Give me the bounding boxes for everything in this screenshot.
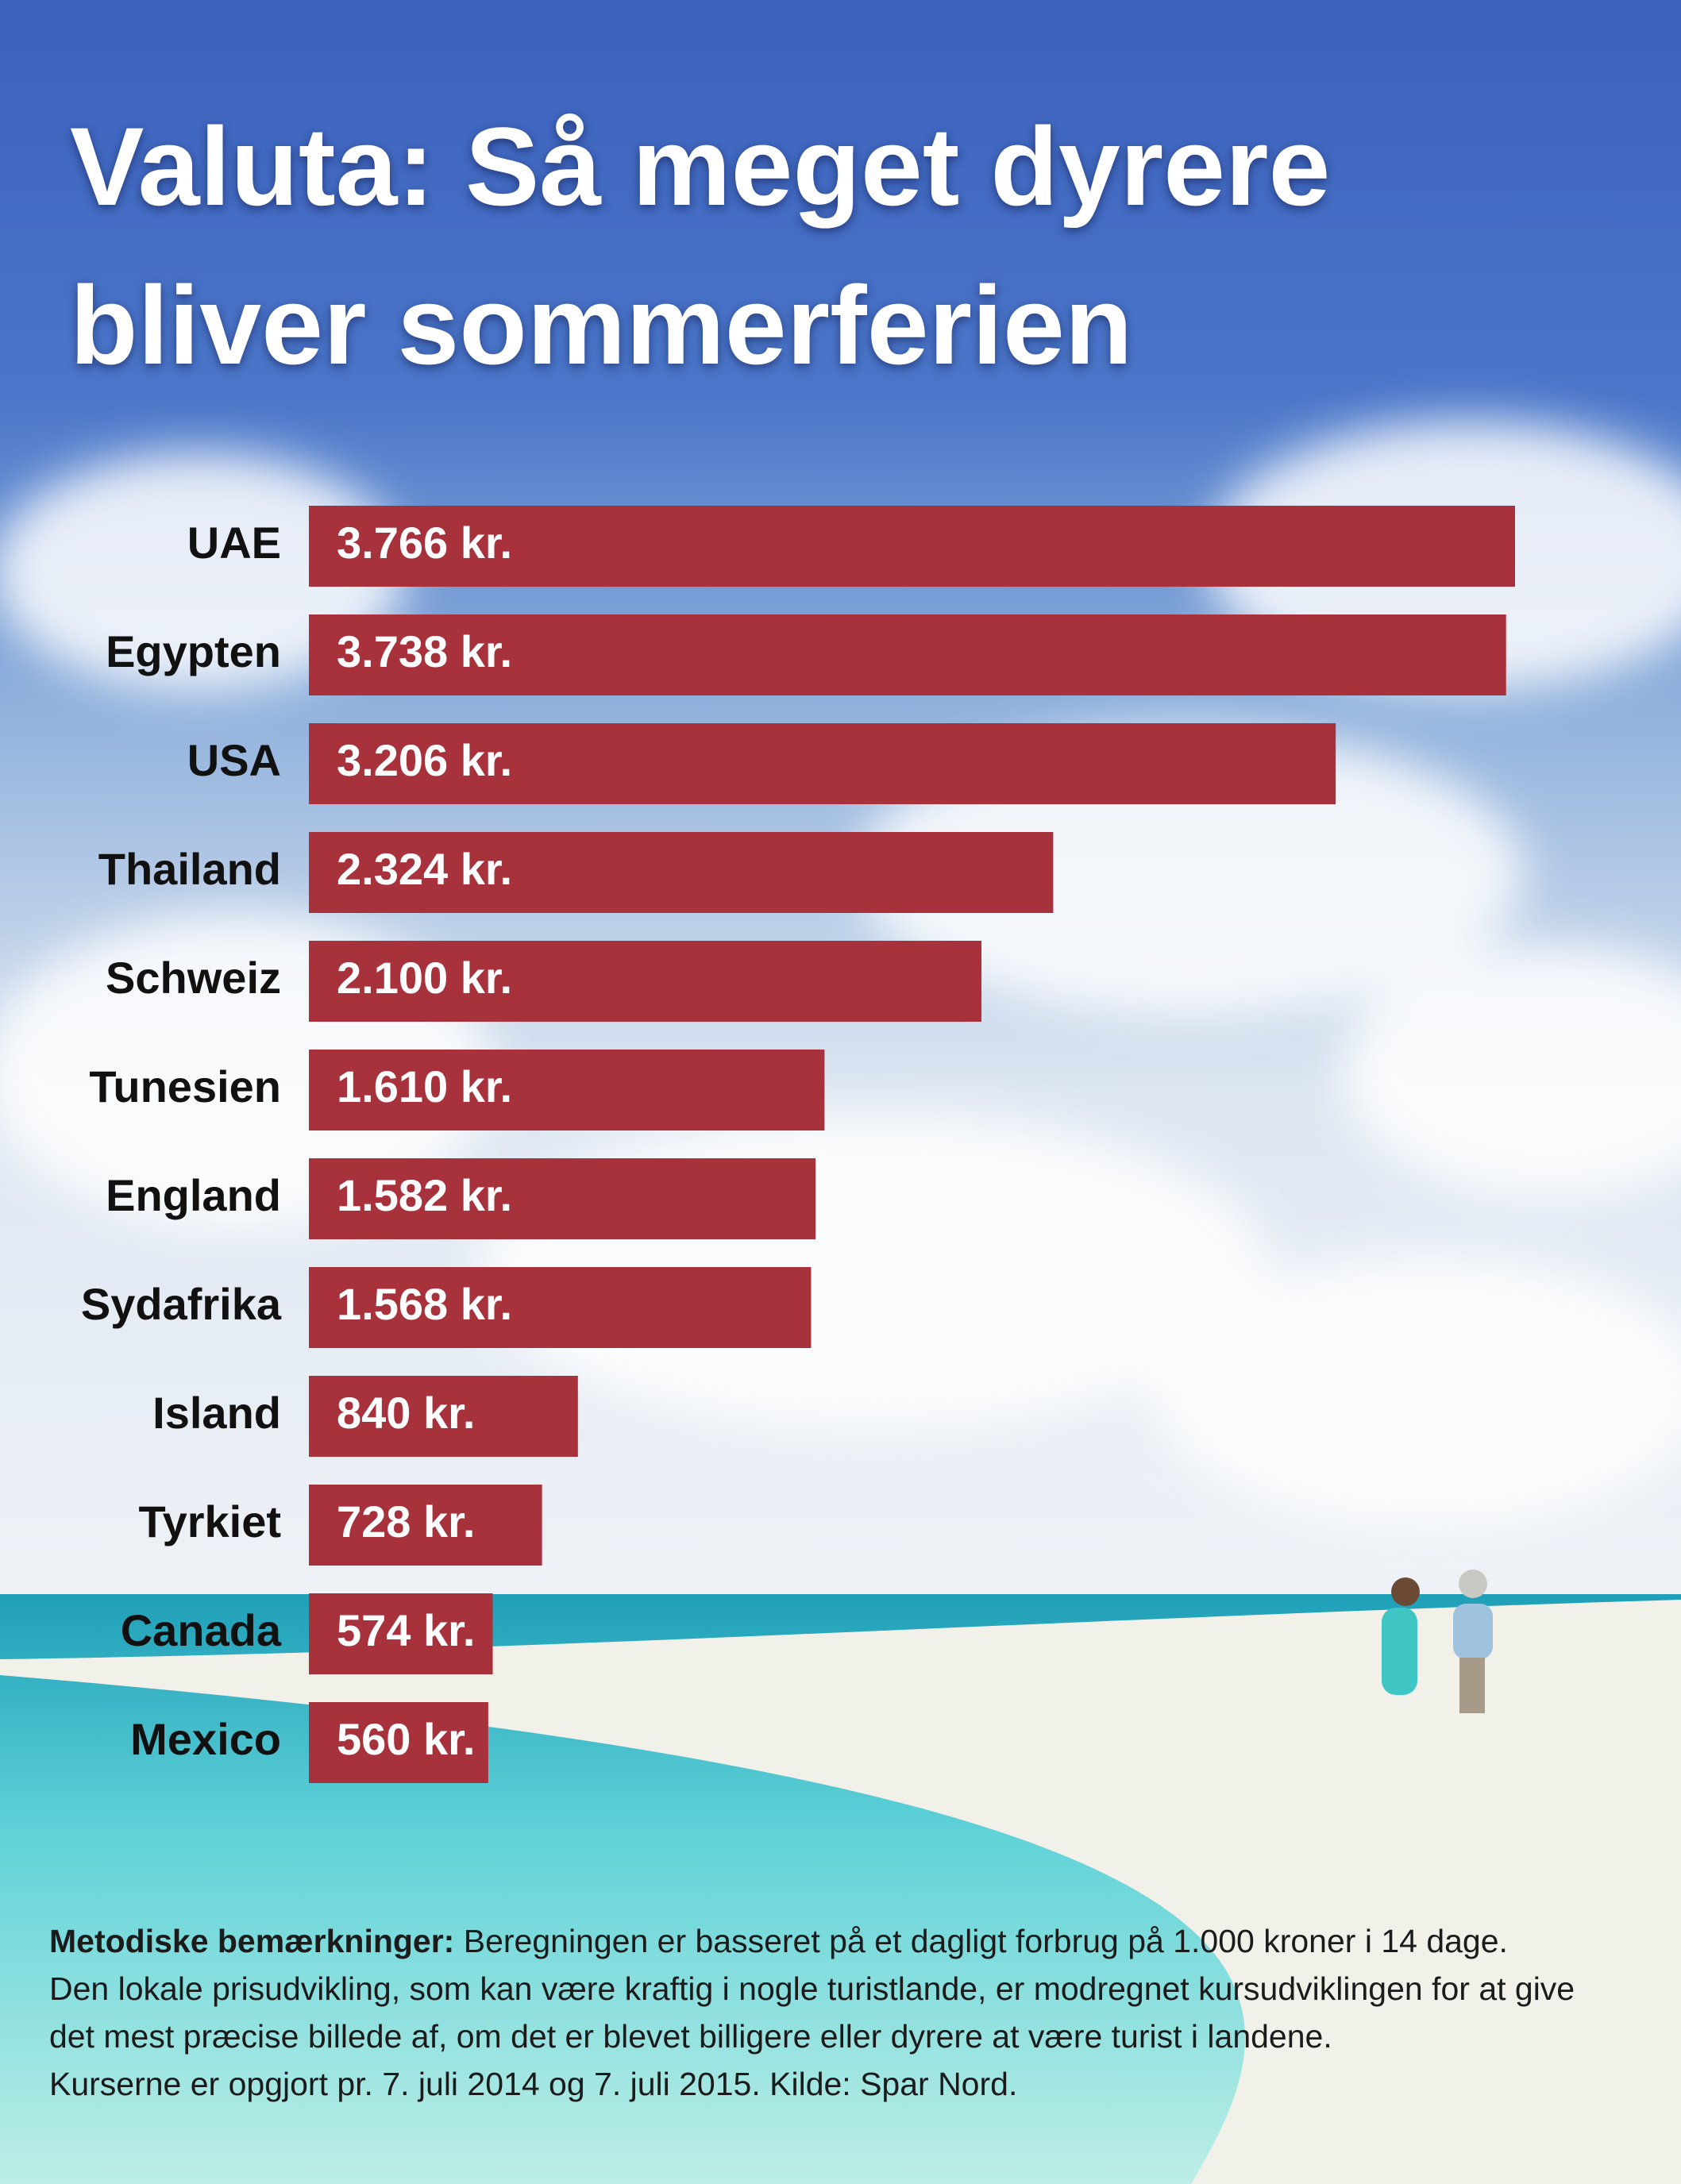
bar bbox=[309, 1593, 493, 1674]
bar bbox=[309, 1702, 488, 1783]
bar bbox=[309, 941, 982, 1022]
category-label: Tyrkiet bbox=[139, 1496, 281, 1547]
notes-line: Den lokale prisudvikling, som kan være k… bbox=[49, 1970, 1575, 2007]
value-label: 3.206 kr. bbox=[337, 735, 512, 785]
value-label: 1.582 kr. bbox=[337, 1170, 512, 1220]
category-label: Island bbox=[152, 1388, 281, 1438]
chart: UAE 3.766 kr. Egypten 3.738 kr. USA 3.206 kr.… bbox=[81, 506, 1515, 1783]
notes-label: Metodiske bemærkninger: bbox=[49, 1923, 455, 1959]
category-label: Canada bbox=[121, 1605, 282, 1655]
notes-line: Metodiske bemærkninger: Beregningen er b… bbox=[49, 1917, 1653, 1965]
bar bbox=[309, 506, 1515, 587]
category-label: Thailand bbox=[98, 844, 281, 894]
value-label: 3.766 kr. bbox=[337, 518, 512, 568]
value-label: 840 kr. bbox=[337, 1388, 475, 1438]
notes-line: det mest præcise billede af, om det er b… bbox=[49, 2018, 1332, 2055]
category-label: Tunesien bbox=[89, 1061, 281, 1111]
bar bbox=[309, 1485, 542, 1566]
bar bbox=[309, 614, 1506, 695]
notes-text: Beregningen er basseret på et dagligt fo… bbox=[454, 1923, 1508, 1959]
value-label: 728 kr. bbox=[337, 1496, 475, 1547]
value-label: 2.100 kr. bbox=[337, 953, 512, 1003]
category-label: UAE bbox=[187, 518, 281, 568]
value-label: 1.610 kr. bbox=[337, 1061, 512, 1111]
category-label: USA bbox=[187, 735, 281, 785]
bar bbox=[309, 1158, 816, 1239]
bar bbox=[309, 832, 1054, 913]
notes: Metodiske bemærkninger: Beregningen er b… bbox=[49, 1917, 1653, 2108]
value-label: 3.738 kr. bbox=[337, 626, 512, 676]
chart-title: Valuta: Så meget dyrere bliver sommerfer… bbox=[70, 104, 1331, 387]
category-label: Egypten bbox=[106, 626, 281, 676]
category-label: Schweiz bbox=[106, 953, 281, 1003]
category-label: England bbox=[106, 1170, 281, 1220]
couple bbox=[1382, 1570, 1493, 1713]
notes-line: Kurserne er opgjort pr. 7. juli 2014 og … bbox=[49, 2066, 1018, 2102]
category-label: Mexico bbox=[130, 1714, 281, 1764]
bar bbox=[309, 1267, 812, 1348]
bar bbox=[309, 723, 1336, 804]
value-label: 574 kr. bbox=[337, 1605, 475, 1655]
value-label: 560 kr. bbox=[337, 1714, 475, 1764]
bar bbox=[309, 1050, 825, 1131]
category-label: Sydafrika bbox=[81, 1279, 282, 1329]
value-label: 2.324 kr. bbox=[337, 844, 512, 894]
bar bbox=[309, 1376, 578, 1457]
value-label: 1.568 kr. bbox=[337, 1279, 512, 1329]
